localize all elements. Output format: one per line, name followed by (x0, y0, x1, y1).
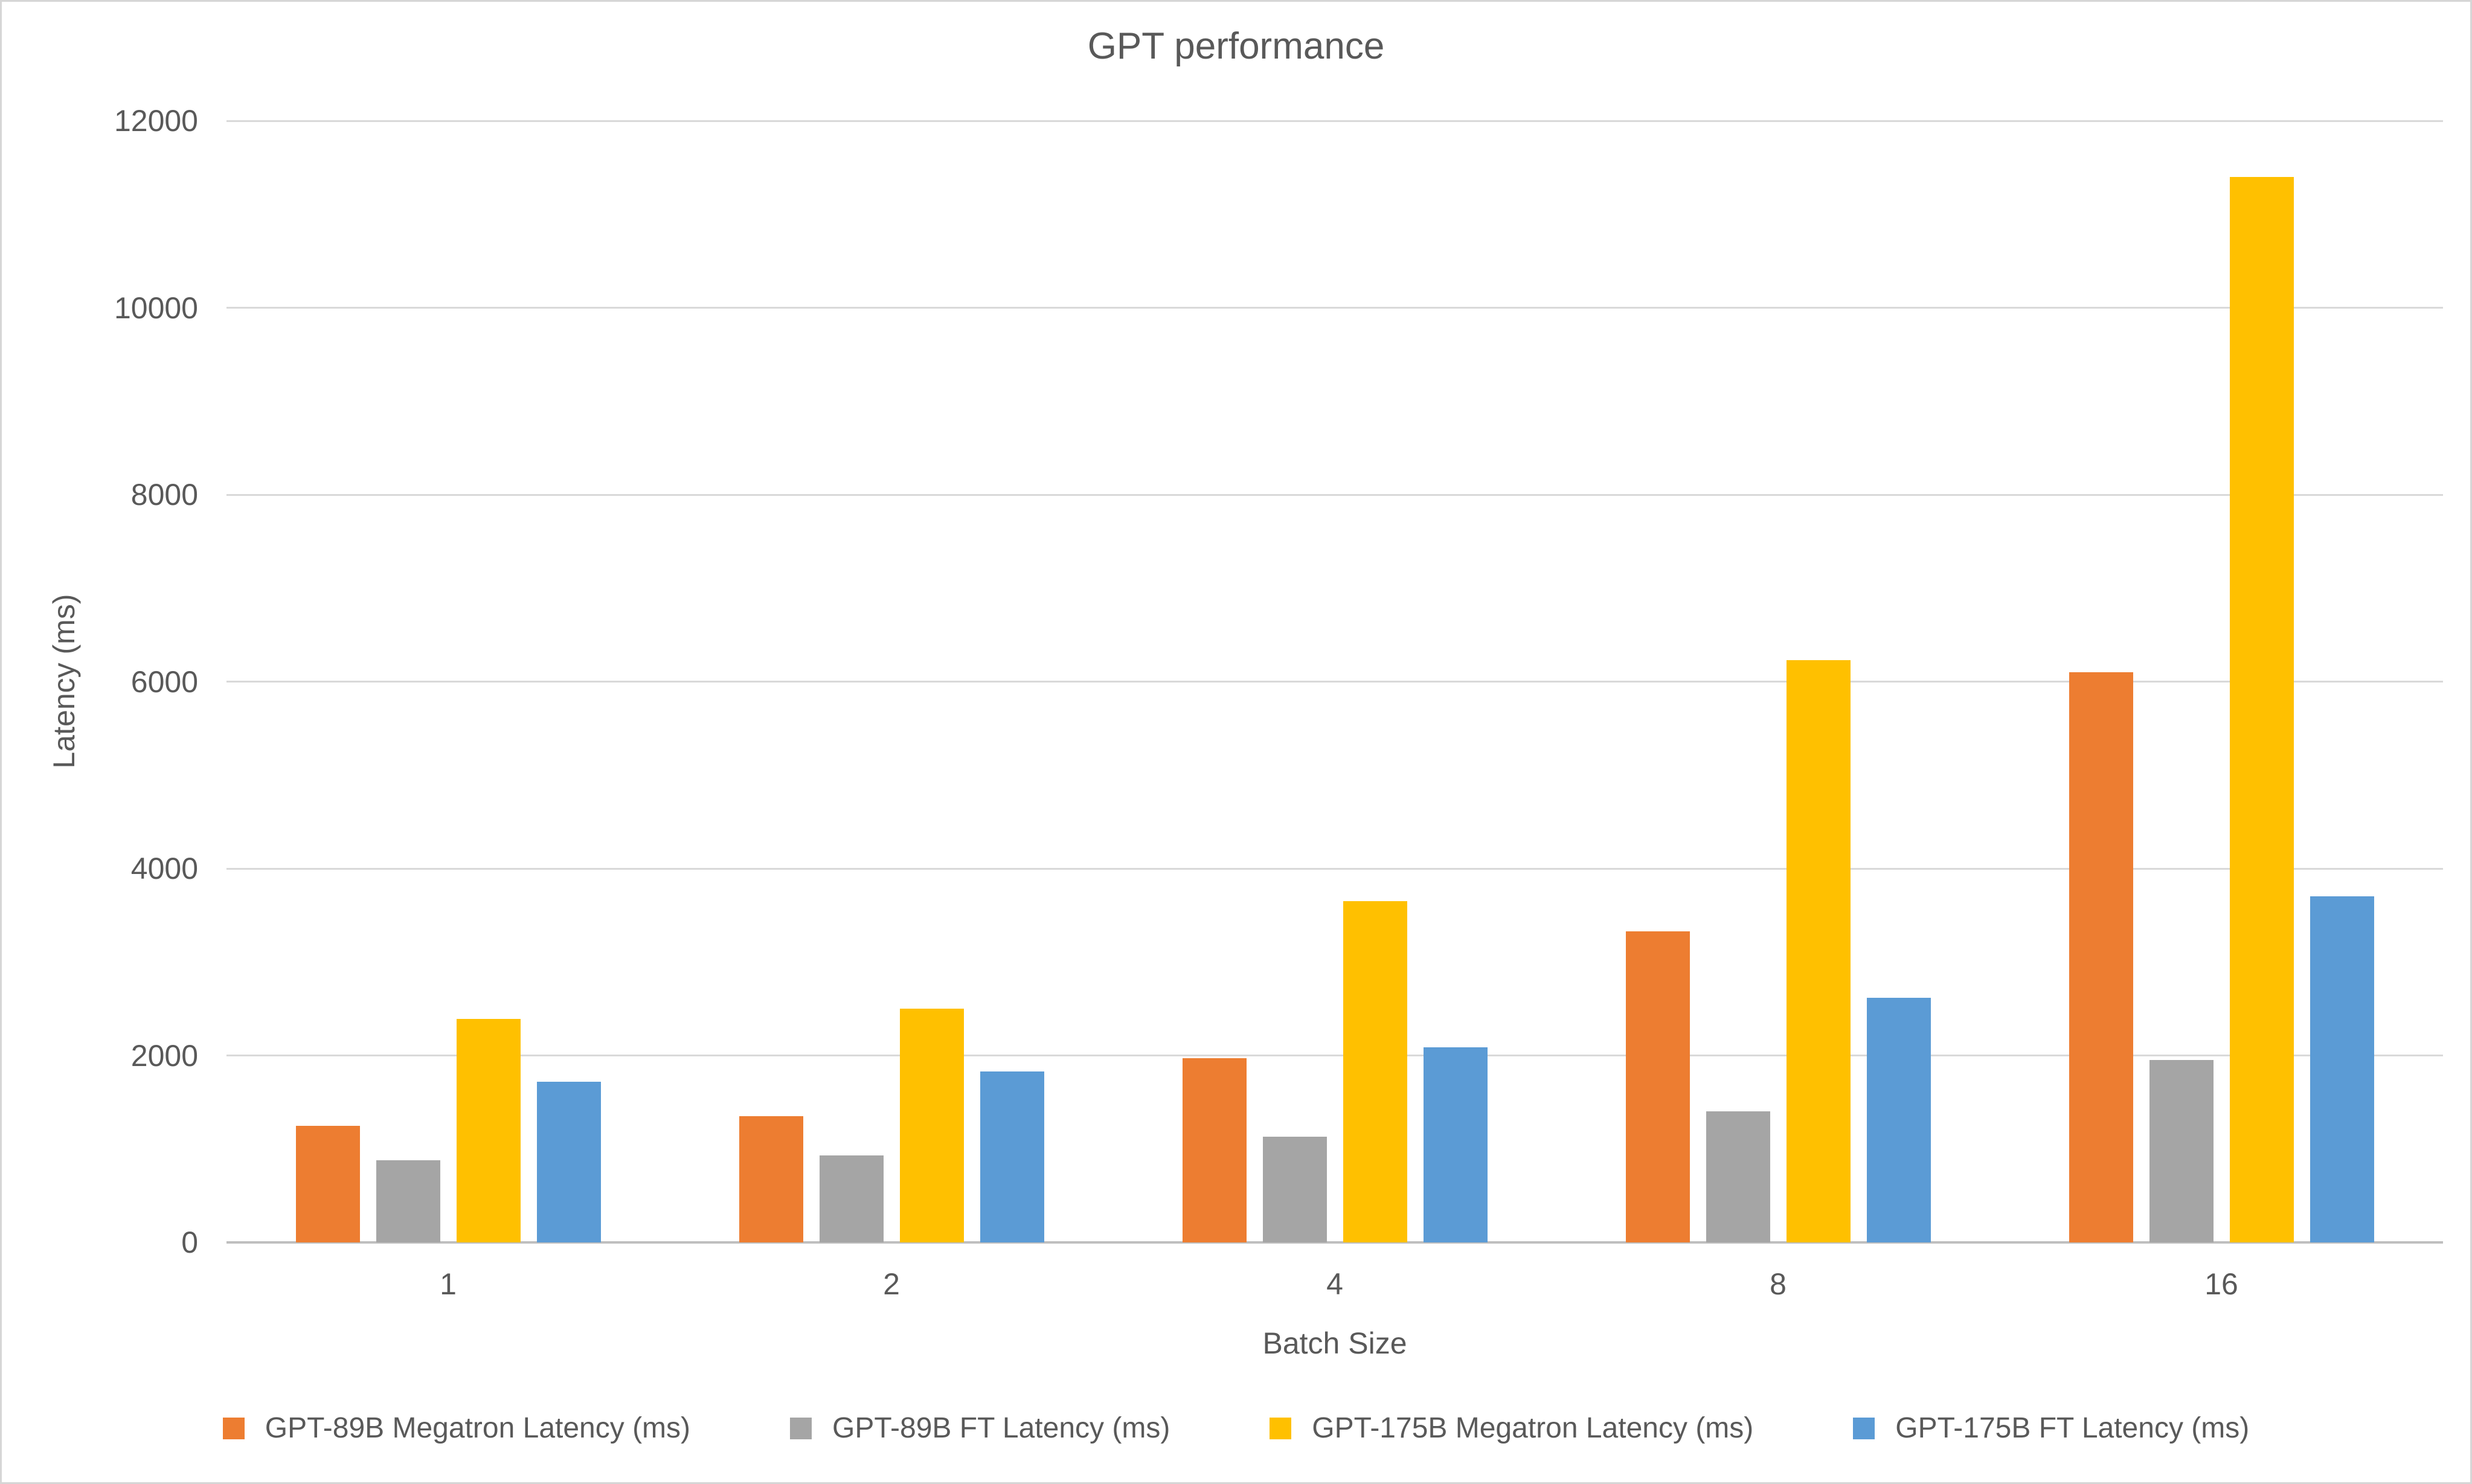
x-tick-label: 4 (1326, 1267, 1343, 1301)
legend-label: GPT-89B FT Latency (ms) (832, 1412, 1170, 1444)
legend-swatch-icon (1270, 1418, 1292, 1440)
bar-series4-batch4 (1423, 1047, 1488, 1242)
gridline (226, 120, 2443, 122)
legend-label: GPT-175B Megatron Latency (ms) (1312, 1412, 1754, 1444)
bar-series2-batch4 (1262, 1137, 1327, 1242)
bar-series1-batch2 (739, 1116, 803, 1242)
gridline (226, 1055, 2443, 1056)
x-axis-title: Batch Size (1262, 1326, 1407, 1360)
bar-series2-batch1 (376, 1160, 440, 1242)
x-tick-label: 16 (2204, 1267, 2238, 1301)
x-tick-label: 1 (440, 1267, 457, 1301)
y-tick-label: 6000 (130, 664, 198, 699)
bar-series1-batch8 (1625, 931, 1690, 1242)
bar-series2-batch16 (2149, 1060, 2214, 1242)
bar-series4-batch1 (536, 1081, 601, 1242)
bar-series1-batch1 (295, 1125, 360, 1242)
x-axis-line (226, 1241, 2443, 1244)
y-tick-label: 8000 (130, 478, 198, 512)
bar-series3-batch2 (899, 1009, 964, 1242)
y-tick-label: 12000 (114, 104, 198, 138)
y-tick-label: 4000 (130, 852, 198, 885)
legend-item: GPT-89B Megatron Latency (ms) (222, 1412, 691, 1445)
bar-series2-batch2 (819, 1155, 884, 1242)
bar-series3-batch1 (456, 1019, 521, 1242)
bar-series3-batch8 (1786, 660, 1851, 1242)
legend-item: GPT-89B FT Latency (ms) (790, 1412, 1170, 1445)
legend-item: GPT-175B Megatron Latency (ms) (1270, 1412, 1754, 1445)
y-tick-label: 2000 (130, 1038, 198, 1073)
bar-series1-batch16 (2069, 672, 2133, 1242)
bar-series2-batch8 (1706, 1111, 1770, 1242)
gridline (226, 307, 2443, 309)
x-tick-label: 8 (1770, 1267, 1787, 1301)
legend-label: GPT-89B Megatron Latency (ms) (265, 1412, 691, 1444)
legend-swatch-icon (790, 1418, 812, 1440)
y-tick-label: 0 (181, 1225, 198, 1259)
x-tick-label: 2 (883, 1267, 900, 1301)
legend-label: GPT-175B FT Latency (ms) (1895, 1412, 2250, 1444)
gridline (226, 493, 2443, 496)
bar-series3-batch16 (2229, 176, 2294, 1242)
gridline (226, 867, 2443, 870)
bar-series4-batch2 (980, 1071, 1044, 1242)
bar-series3-batch4 (1343, 901, 1407, 1242)
chart-title: GPT performance (1087, 25, 1385, 67)
bar-series1-batch4 (1182, 1058, 1247, 1242)
legend-swatch-icon (1853, 1418, 1875, 1440)
legend-swatch-icon (222, 1418, 245, 1440)
legend: GPT-89B Megatron Latency (ms) GPT-89B FT … (2, 1412, 2470, 1445)
bar-series4-batch16 (2310, 896, 2374, 1242)
bar-series4-batch8 (1866, 997, 1931, 1242)
y-tick-label: 10000 (114, 291, 198, 325)
gridline (226, 681, 2443, 683)
legend-item: GPT-175B FT Latency (ms) (1853, 1412, 2250, 1445)
